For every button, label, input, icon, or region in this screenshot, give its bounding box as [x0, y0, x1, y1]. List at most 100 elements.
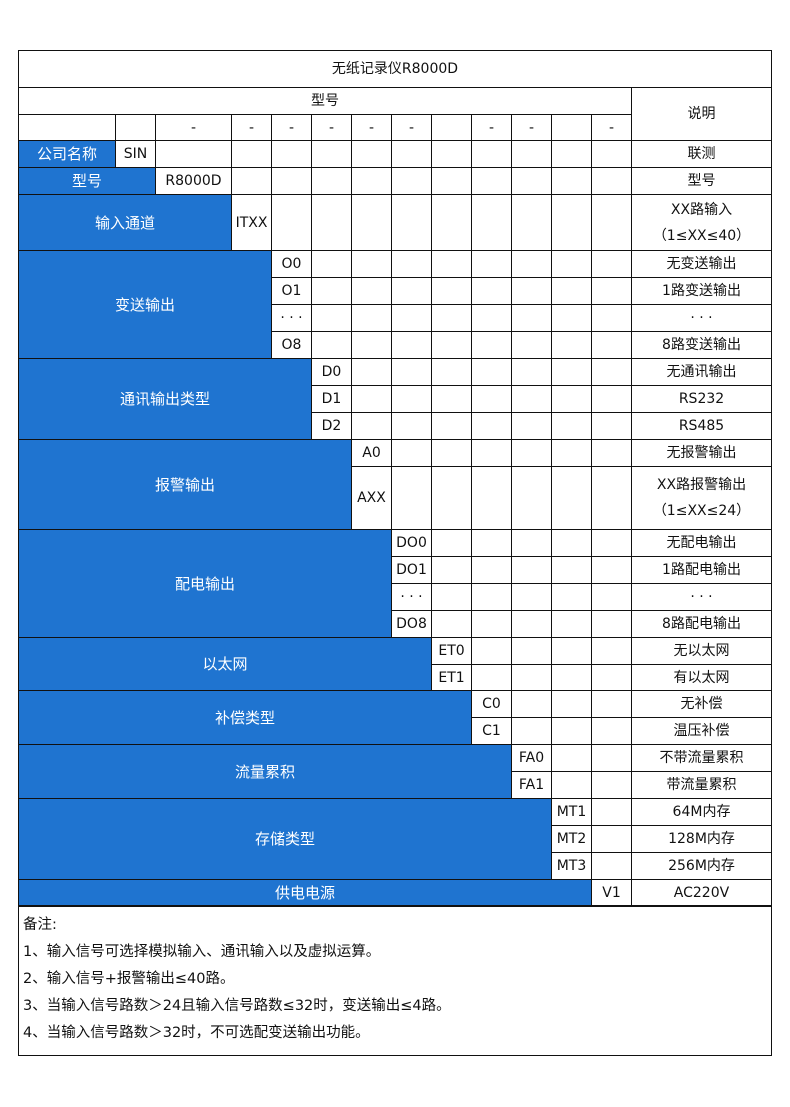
separator-cell: -	[391, 114, 432, 141]
option-description: 8路变送输出	[631, 331, 772, 359]
empty-cell	[471, 167, 512, 195]
empty-cell	[591, 690, 632, 718]
empty-cell	[271, 140, 312, 168]
empty-cell	[551, 140, 592, 168]
empty-cell	[311, 277, 352, 305]
empty-cell	[391, 194, 432, 251]
empty-cell	[591, 771, 632, 799]
empty-cell	[351, 140, 392, 168]
empty-cell	[471, 140, 512, 168]
empty-cell	[431, 331, 472, 359]
note-item: 2、输入信号+报警输出≤40路。	[23, 971, 235, 987]
empty-cell	[511, 358, 552, 386]
option-description: 带流量累积	[631, 771, 772, 799]
empty-cell	[311, 304, 352, 332]
empty-cell	[231, 167, 272, 195]
empty-cell	[431, 304, 472, 332]
empty-cell	[551, 771, 592, 799]
empty-cell	[431, 583, 472, 611]
option-code: D2	[311, 412, 352, 440]
empty-cell	[431, 358, 472, 386]
empty-cell	[431, 466, 472, 530]
empty-cell	[351, 331, 392, 359]
empty-cell	[591, 412, 632, 440]
section-label: 流量累积	[18, 744, 512, 799]
empty-cell	[591, 529, 632, 557]
empty-cell	[511, 690, 552, 718]
option-description: 有以太网	[631, 664, 772, 691]
desc-range: （1≤XX≤40）	[652, 227, 751, 244]
empty-cell	[471, 439, 512, 467]
empty-cell	[591, 140, 632, 168]
empty-cell	[351, 277, 392, 305]
option-code: ITXX	[231, 194, 272, 251]
empty-cell	[511, 583, 552, 611]
option-description: 1路配电输出	[631, 556, 772, 584]
empty-cell	[271, 167, 312, 195]
empty-cell	[551, 385, 592, 413]
empty-cell	[351, 194, 392, 251]
empty-cell	[551, 412, 592, 440]
section-label: 补偿类型	[18, 690, 472, 745]
table-title: 无纸记录仪R8000D	[18, 50, 772, 88]
empty-cell	[551, 744, 592, 772]
empty-cell	[431, 194, 472, 251]
section-label: 存储类型	[18, 798, 552, 880]
option-code: O8	[271, 331, 312, 359]
empty-cell	[591, 304, 632, 332]
empty-cell	[391, 358, 432, 386]
empty-cell	[431, 140, 472, 168]
empty-cell	[511, 277, 552, 305]
empty-cell	[591, 331, 632, 359]
option-description: 128M内存	[631, 825, 772, 853]
option-code: A0	[351, 439, 392, 467]
option-code: · · ·	[271, 304, 312, 332]
option-description: 温压补偿	[631, 717, 772, 745]
separator-cell: -	[591, 114, 632, 141]
option-description: RS485	[631, 412, 772, 440]
empty-cell	[391, 331, 432, 359]
option-description: 64M内存	[631, 798, 772, 826]
option-code: MT3	[551, 852, 592, 880]
option-description: 型号	[631, 167, 772, 195]
empty-cell	[511, 194, 552, 251]
empty-cell	[431, 412, 472, 440]
empty-cell	[551, 358, 592, 386]
separator-cell: -	[351, 114, 392, 141]
empty-cell	[431, 167, 472, 195]
empty-cell	[511, 250, 552, 278]
empty-cell	[511, 466, 552, 530]
empty-cell	[351, 412, 392, 440]
section-label: 供电电源	[18, 879, 592, 907]
option-description: AC220V	[631, 879, 772, 907]
empty-cell	[591, 277, 632, 305]
empty-cell	[391, 277, 432, 305]
empty-cell	[471, 385, 512, 413]
empty-cell	[391, 412, 432, 440]
empty-cell	[591, 167, 632, 195]
empty-cell	[591, 194, 632, 251]
option-code: O1	[271, 277, 312, 305]
option-description: 无通讯输出	[631, 358, 772, 386]
empty-cell	[511, 167, 552, 195]
option-description: 无变送输出	[631, 250, 772, 278]
option-code: DO0	[391, 529, 432, 557]
option-description: 无补偿	[631, 690, 772, 718]
section-label: 型号	[18, 167, 156, 195]
empty-cell	[511, 556, 552, 584]
note-item: 4、当输入信号路数＞32时，不可选配变送输出功能。	[23, 1025, 370, 1041]
empty-cell	[471, 304, 512, 332]
empty-cell	[551, 250, 592, 278]
empty-cell	[391, 167, 432, 195]
empty-cell	[551, 583, 592, 611]
description-header: 说明	[631, 87, 772, 141]
empty-cell	[591, 610, 632, 638]
option-code: · · ·	[391, 583, 432, 611]
empty-cell	[591, 358, 632, 386]
empty-cell	[351, 250, 392, 278]
empty-cell	[471, 412, 512, 440]
empty-cell	[551, 277, 592, 305]
empty-cell	[311, 167, 352, 195]
empty-cell	[431, 610, 472, 638]
option-code: DO8	[391, 610, 432, 638]
